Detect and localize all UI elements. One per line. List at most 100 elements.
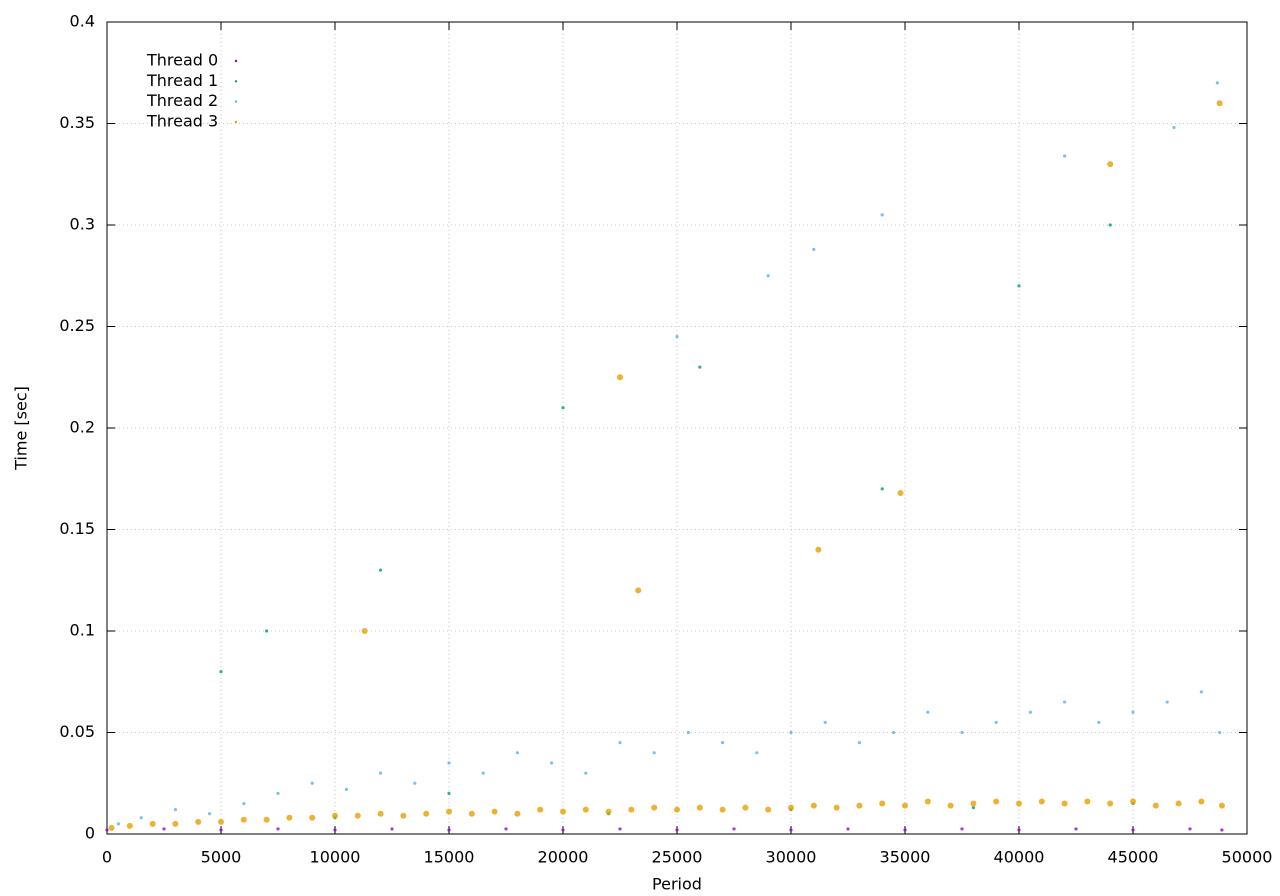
point: [789, 828, 793, 832]
point: [377, 810, 384, 817]
point: [309, 814, 316, 821]
point: [960, 827, 964, 831]
point: [162, 827, 166, 831]
x-tick-label: 5000: [201, 848, 242, 867]
point: [149, 820, 156, 827]
point: [333, 828, 337, 832]
point: [491, 808, 498, 815]
point: [1063, 154, 1067, 158]
point: [857, 741, 862, 745]
point: [994, 720, 998, 724]
point: [742, 804, 749, 811]
point: [561, 828, 565, 832]
point: [332, 812, 338, 819]
point: [379, 568, 383, 572]
point: [560, 808, 566, 815]
legend-marker: [234, 100, 238, 103]
point: [926, 710, 930, 714]
point: [537, 806, 544, 813]
point: [635, 587, 642, 594]
x-tick-label: 25000: [652, 848, 703, 867]
point: [617, 374, 623, 381]
point: [823, 720, 827, 724]
point: [789, 730, 793, 735]
x-tick-label: 50000: [1222, 848, 1273, 867]
point: [468, 810, 475, 817]
y-tick-label: 0.4: [70, 12, 95, 31]
y-tick-label: 0.2: [70, 418, 95, 437]
point: [970, 800, 977, 807]
point: [698, 365, 702, 369]
point: [504, 827, 508, 831]
point: [719, 806, 726, 813]
point: [172, 820, 179, 827]
y-tick-label: 0.35: [59, 113, 95, 132]
legend-label: Thread 1: [146, 71, 218, 90]
point: [195, 818, 202, 825]
point: [446, 808, 452, 815]
point: [721, 741, 725, 745]
point: [423, 810, 430, 817]
y-tick-label: 0.25: [59, 316, 95, 335]
point: [173, 808, 177, 812]
point: [732, 827, 736, 831]
point: [1063, 700, 1067, 704]
y-tick-label: 0.05: [59, 722, 95, 741]
point: [897, 489, 904, 496]
point: [550, 761, 554, 765]
point: [584, 771, 588, 775]
point: [971, 806, 976, 810]
legend-label: Thread 0: [146, 51, 218, 70]
legend-marker: [234, 59, 238, 63]
point: [686, 730, 691, 735]
y-tick-label: 0: [85, 824, 95, 843]
point: [242, 801, 246, 806]
point: [674, 806, 680, 813]
point: [856, 802, 863, 809]
point: [481, 771, 485, 775]
point: [675, 828, 679, 832]
point: [219, 828, 223, 832]
point: [240, 816, 247, 823]
point: [675, 335, 679, 339]
point: [344, 787, 348, 791]
point: [1107, 800, 1114, 807]
point: [1107, 161, 1114, 168]
legend-label: Thread 3: [146, 111, 218, 130]
point: [696, 804, 703, 811]
x-tick-label: 0: [102, 848, 112, 867]
point: [960, 730, 964, 735]
point: [265, 629, 269, 633]
point: [903, 828, 907, 832]
point: [1097, 720, 1101, 724]
point: [766, 274, 770, 278]
point: [219, 670, 223, 674]
y-tick-label: 0.3: [70, 215, 95, 234]
point: [379, 771, 383, 775]
point: [652, 751, 656, 755]
point: [354, 812, 361, 819]
point: [116, 822, 120, 826]
point: [447, 791, 451, 796]
point: [651, 804, 658, 811]
point: [413, 781, 417, 785]
point: [1074, 827, 1078, 831]
point: [1220, 828, 1224, 832]
y-axis-label: Time [sec]: [12, 386, 31, 471]
y-tick-label: 0.15: [59, 519, 95, 538]
x-tick-label: 10000: [310, 848, 361, 867]
point: [902, 802, 908, 809]
point: [605, 808, 612, 815]
point: [139, 816, 143, 820]
point: [1172, 125, 1176, 130]
point: [618, 827, 622, 831]
point: [1188, 827, 1192, 831]
point: [846, 827, 850, 831]
point: [924, 798, 931, 805]
point: [1084, 798, 1091, 805]
x-tick-label: 40000: [994, 848, 1045, 867]
point: [1199, 690, 1203, 694]
point: [447, 828, 451, 832]
point: [1218, 730, 1222, 735]
